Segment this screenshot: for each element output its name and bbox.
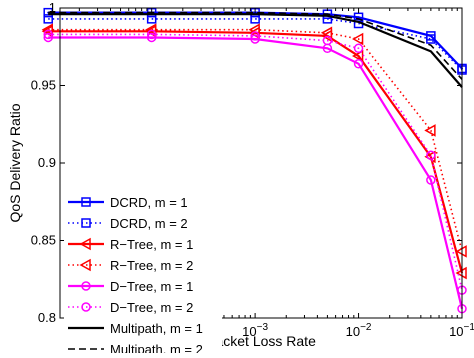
- legend-marker-center: [85, 201, 87, 203]
- data-point: [146, 29, 157, 40]
- x-axis-title: Packet Loss Rate: [206, 333, 316, 349]
- legend-marker: [81, 197, 91, 207]
- data-point: [250, 31, 260, 41]
- legend-marker: [79, 258, 91, 272]
- legend-marker: [81, 218, 91, 228]
- x-tick-label: 10−3: [242, 322, 268, 339]
- data-point: [352, 49, 364, 63]
- legend-entry: DCRD, m = 1: [68, 195, 188, 210]
- x-tick-label: 10−2: [346, 322, 372, 339]
- legend-label: Multipath, m = 2: [110, 342, 203, 353]
- data-point: [424, 124, 436, 137]
- legend-box: [64, 190, 222, 358]
- y-tick-label: 1: [49, 0, 56, 15]
- data-point: [426, 175, 436, 185]
- y-axis-title: QoS Delivery Ratio: [7, 103, 23, 222]
- data-point: [353, 59, 364, 69]
- data-point: [322, 35, 333, 46]
- legend-label: R−Tree, m = 1: [110, 237, 193, 252]
- data-point: [352, 32, 364, 46]
- series-layer: [41, 7, 467, 314]
- legend-marker: [81, 302, 91, 312]
- series-5: [43, 32, 467, 314]
- legend-label: D−Tree, m = 2: [110, 300, 193, 315]
- legend-entry: Multipath, m = 1: [68, 321, 203, 336]
- legend-marker: [81, 281, 91, 291]
- data-point: [43, 32, 53, 43]
- legend-label: D−Tree, m = 1: [110, 279, 193, 294]
- legend-entry: R−Tree, m = 2: [68, 258, 193, 273]
- data-point-center: [357, 16, 360, 19]
- legend-marker: [79, 237, 91, 251]
- legend: DCRD, m = 1 DCRD, m = 2 R−Tree, m = 1 R−Tre…: [64, 190, 222, 358]
- x-tick-label: 10−1: [449, 322, 474, 339]
- data-point: [41, 23, 53, 36]
- series-line: [48, 18, 463, 71]
- legend-label: DCRD, m = 1: [110, 195, 188, 210]
- data-point: [426, 150, 436, 160]
- data-point: [320, 26, 333, 40]
- data-point: [353, 43, 364, 54]
- series-7: [48, 13, 463, 88]
- data-point: [43, 29, 53, 40]
- y-tick-label: 0.85: [31, 233, 56, 248]
- y-tick-label: 0.95: [31, 78, 56, 93]
- data-point: [146, 32, 157, 43]
- series-line: [48, 33, 463, 291]
- legend-label: R−Tree, m = 2: [110, 258, 193, 273]
- y-tick-label: 0.9: [38, 155, 56, 170]
- data-point: [250, 34, 260, 44]
- data-point: [426, 34, 436, 44]
- series-2: [43, 14, 467, 75]
- legend-entry: DCRD, m = 2: [68, 216, 188, 231]
- series-line: [48, 36, 464, 309]
- data-point: [145, 23, 157, 36]
- series-line: [48, 13, 463, 88]
- legend-label: Multipath, m = 1: [110, 321, 203, 336]
- y-tick-label: 0.8: [38, 310, 56, 325]
- legend-entry: D−Tree, m = 1: [68, 279, 193, 294]
- legend-label: DCRD, m = 2: [110, 216, 188, 231]
- legend-entry: D−Tree, m = 2: [68, 300, 193, 315]
- legend-entry: R−Tree, m = 1: [68, 237, 193, 252]
